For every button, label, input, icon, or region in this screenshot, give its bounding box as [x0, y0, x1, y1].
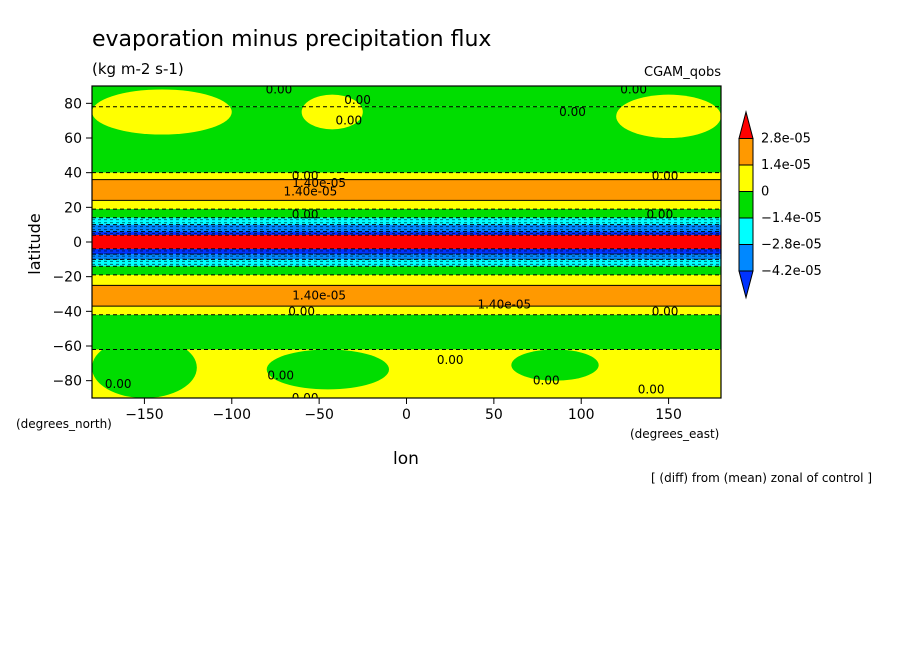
y-axis-label: latitude: [25, 213, 44, 274]
legend-level-3: −1.4e-05: [761, 211, 822, 226]
contour-label-4: 0.00: [559, 105, 586, 119]
contour-label-layer: 0.000.000.000.000.000.000.001.40e-051.40…: [105, 82, 679, 405]
x-axis-label: lon: [393, 449, 419, 469]
x-axis-units: (degrees_east): [630, 427, 719, 441]
legend-level-4: −2.8e-05: [761, 238, 822, 253]
legend-swatch-2: [738, 164, 754, 192]
x-tick-label-4: 50: [485, 407, 503, 423]
band-7: [92, 224, 721, 232]
legend-swatch-1: [738, 138, 754, 166]
contour-label-6: 0.00: [292, 169, 319, 183]
contour-label-9: 0.00: [292, 207, 319, 221]
legend-swatch-5: [738, 244, 754, 272]
contour-label-7: 1.40e-05: [292, 176, 346, 190]
legend-arrow-bottom: [738, 270, 754, 300]
band-3: [92, 179, 721, 201]
band-9: [92, 235, 721, 249]
y-axis-ticks: 80 60 40 20 0 −20 −40 −60 −80: [52, 96, 92, 390]
field-layer: [92, 86, 721, 398]
y-tick-label-8: −80: [52, 374, 82, 390]
contour-label-19: 0.00: [638, 382, 665, 396]
band-4: [92, 200, 721, 210]
patch-2: [616, 94, 721, 138]
patch-3: [92, 337, 197, 398]
contour-label-3: 0.00: [620, 82, 647, 96]
y-tick-label-2: 40: [64, 166, 82, 182]
legend-swatch-4: [738, 217, 754, 245]
legend-level-2: 0: [761, 185, 769, 200]
contour-label-13: 0.00: [288, 304, 315, 318]
contour-label-20: 0.00: [292, 391, 319, 405]
band-18: [92, 349, 721, 398]
patch-5: [511, 349, 599, 381]
contour-label-11: 1.40e-05: [292, 289, 346, 303]
patch-0: [92, 89, 232, 135]
contour-label-8: 1.40e-05: [284, 185, 338, 199]
contour-lines: [92, 106, 721, 350]
y-tick-label-5: −20: [52, 270, 82, 286]
band-12: [92, 259, 721, 267]
contour-label-12: 1.40e-05: [477, 297, 531, 311]
y-tick-label-0: 80: [64, 96, 82, 112]
contour-label-16: 0.00: [267, 368, 294, 382]
y-tick-label-7: −60: [52, 339, 82, 355]
x-tick-label-6: 150: [655, 407, 682, 423]
contour-label-17: 0.00: [105, 377, 132, 391]
x-tick-label-5: 100: [568, 407, 595, 423]
y-tick-label-4: 0: [73, 235, 82, 251]
y-tick-label-6: −40: [52, 304, 82, 320]
band-17: [92, 314, 721, 350]
band-5: [92, 209, 721, 218]
x-tick-label-0: −150: [125, 407, 163, 423]
x-tick-label-3: 0: [402, 407, 411, 423]
contour-label-0: 0.00: [266, 82, 293, 96]
band-16: [92, 306, 721, 315]
band-2: [92, 172, 721, 180]
patch-4: [266, 349, 390, 390]
legend-level-1: 1.4e-05: [761, 158, 811, 173]
contour-label-15: 0.00: [437, 353, 464, 367]
contour-label-10: 0.00: [646, 207, 673, 221]
contour-label-2: 0.00: [335, 114, 362, 128]
y-axis-units: (degrees_north): [16, 417, 112, 431]
footnote: [ (diff) from (mean) zonal of control ]: [651, 471, 872, 485]
x-tick-label-2: −50: [304, 407, 334, 423]
band-0: [92, 86, 721, 107]
contour-label-5: 0.00: [652, 169, 679, 183]
y-tick-label-3: 20: [64, 200, 82, 216]
legend-level-0: 2.8e-05: [761, 132, 811, 147]
band-13: [92, 266, 721, 275]
band-15: [92, 285, 721, 307]
band-6: [92, 217, 721, 225]
legend-arrow-top: [738, 110, 754, 139]
experiment-label: CGAM_qobs: [644, 65, 721, 80]
band-11: [92, 254, 721, 260]
band-14: [92, 274, 721, 286]
contour-label-1: 0.00: [344, 93, 371, 107]
chart-units: (kg m-2 s-1): [92, 60, 184, 78]
x-tick-label-1: −100: [213, 407, 251, 423]
contour-label-14: 0.00: [652, 304, 679, 318]
band-10: [92, 248, 721, 255]
x-axis-ticks: −150 −100 −50 0 50 100 150: [125, 398, 682, 423]
contour-label-18: 0.00: [533, 374, 560, 388]
y-tick-label-1: 60: [64, 131, 82, 147]
patch-1: [301, 94, 363, 130]
legend-level-5: −4.2e-05: [761, 264, 822, 279]
color-legend: 2.8e-05 1.4e-05 0 −1.4e-05 −2.8e-05 −4.2e-05: [738, 110, 822, 300]
legend-swatch-3: [738, 191, 754, 219]
chart-title: evaporation minus precipitation flux: [92, 27, 491, 52]
